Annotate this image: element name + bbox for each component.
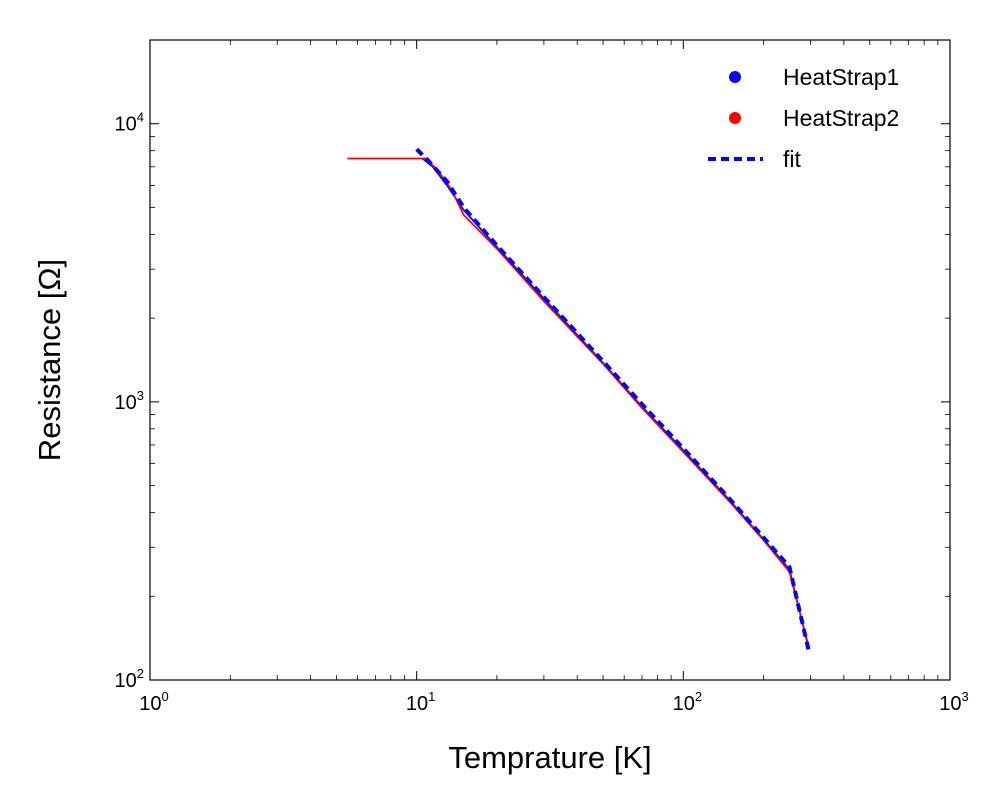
x-tick-label-0: 100	[139, 689, 168, 715]
plot-frame	[149, 39, 951, 681]
series-line-heatstrap2	[347, 157, 810, 647]
legend: HeatStrap1 HeatStrap2 fit	[708, 64, 899, 172]
y-tick-label-0: 102	[115, 666, 144, 692]
plot-series	[347, 147, 811, 651]
y-tick-label-1: 103	[115, 388, 144, 414]
legend-label-heatstrap2: HeatStrap2	[783, 105, 899, 131]
x-axis-label: Temprature [K]	[448, 740, 651, 775]
axis-ticks: 100 101 102 103 102 103 104	[115, 39, 969, 715]
x-tick-label-2: 102	[673, 689, 702, 715]
y-tick-label-2: 104	[115, 110, 144, 136]
x-tick-label-1: 101	[406, 689, 435, 715]
legend-marker-heatstrap1	[729, 71, 741, 83]
legend-marker-heatstrap2	[729, 112, 741, 124]
y-axis-label: Resistance [Ω]	[32, 259, 67, 461]
legend-label-heatstrap1: HeatStrap1	[783, 64, 899, 90]
legend-label-fit: fit	[783, 146, 802, 172]
x-tick-label-3: 103	[939, 689, 968, 715]
series-line-fit	[415, 147, 811, 651]
